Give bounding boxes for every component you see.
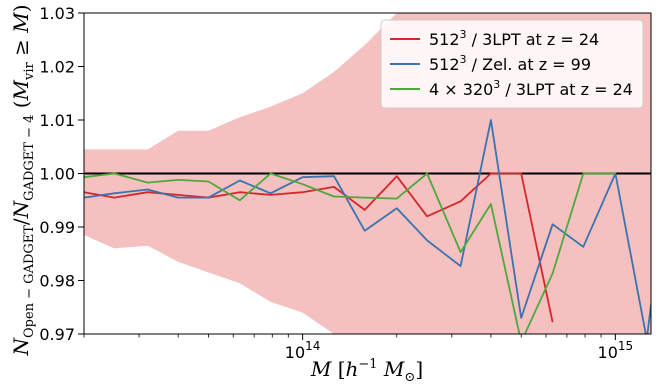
series-line-3: [84, 172, 616, 334]
legend: 5123 / 3LPT at z = 24 5123 / Zel. at z =…: [380, 19, 644, 109]
x-axis-label: M [h−1 M⊙]: [310, 357, 423, 385]
x-tick-label: 1014: [285, 339, 321, 362]
legend-box: [380, 19, 644, 109]
y-axis: 0.97 0.98 0.99 1.00 1.01 1.02 1.03: [39, 4, 84, 344]
series-line-2: [84, 119, 651, 334]
y-tick-label: 0.98: [39, 272, 75, 291]
y-tick-label: 0.97: [39, 325, 75, 344]
legend-label: 4 × 3203 / 3LPT at z = 24: [429, 78, 633, 99]
legend-item: 5123 / 3LPT at z = 24: [390, 28, 599, 49]
x-axis: 1014 1015: [83, 334, 634, 362]
legend-label: 5123 / Zel. at z = 99: [429, 53, 591, 74]
x-tick-label: 1015: [598, 339, 634, 362]
y-tick-label: 1.01: [39, 111, 75, 130]
y-tick-label: 0.99: [39, 218, 75, 237]
y-tick-label: 1.02: [39, 58, 75, 77]
legend-item: 5123 / Zel. at z = 99: [390, 53, 591, 74]
y-tick-label: 1.03: [39, 4, 75, 23]
legend-item: 4 × 3203 / 3LPT at z = 24: [390, 78, 633, 99]
y-axis-label: NOpen − GADGET/NGADGET − 4 (Mvir ≥ M): [9, 4, 37, 356]
series-group: [84, 119, 651, 334]
legend-label: 5123 / 3LPT at z = 24: [429, 28, 599, 49]
y-tick-label: 1.00: [39, 165, 75, 184]
